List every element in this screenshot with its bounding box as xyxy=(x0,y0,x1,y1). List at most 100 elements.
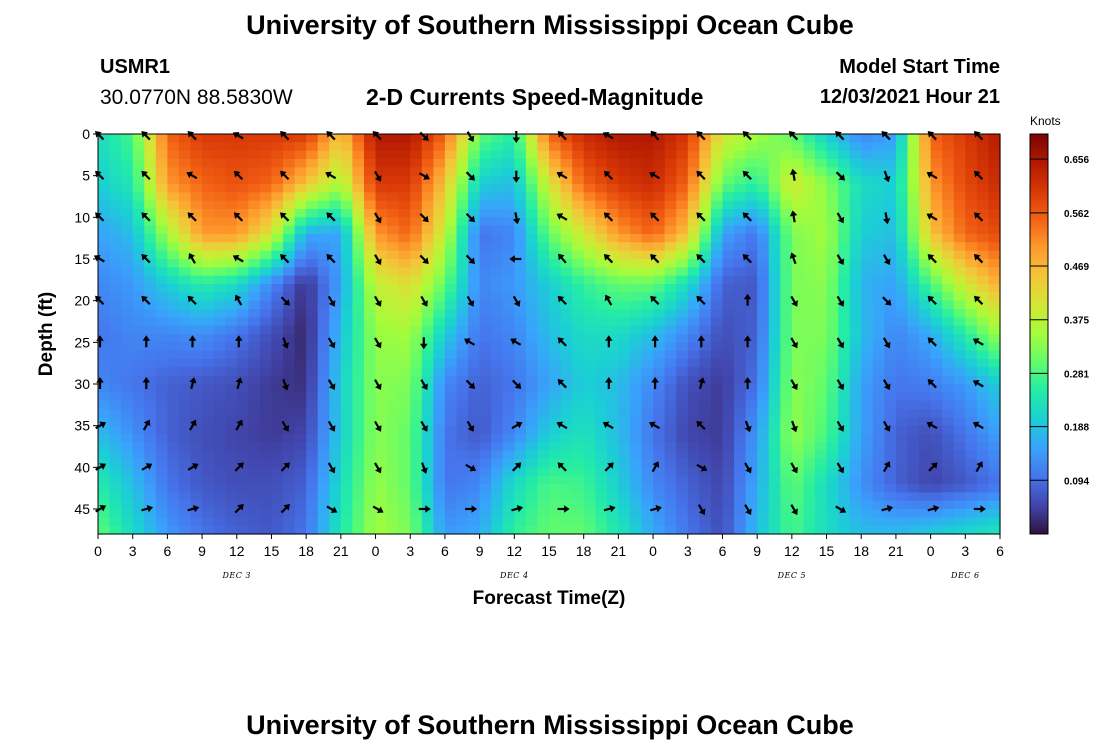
heatmap-cell xyxy=(641,359,654,368)
heatmap-cell xyxy=(283,217,296,227)
current-arrow xyxy=(650,295,660,306)
heatmap-cell xyxy=(768,367,781,377)
heatmap-cell xyxy=(109,500,122,510)
heatmap-cell xyxy=(456,409,469,418)
heatmap-cell xyxy=(363,434,377,443)
heatmap-cell xyxy=(791,517,805,527)
heatmap-cell xyxy=(421,517,434,527)
heatmap-cell xyxy=(479,392,492,402)
current-arrow xyxy=(327,379,336,391)
heatmap-cell xyxy=(387,425,400,435)
heatmap-cell xyxy=(757,334,770,343)
heatmap-cell xyxy=(491,409,504,418)
heatmap-cell xyxy=(155,200,168,210)
heatmap-cell xyxy=(930,284,943,293)
current-arrow xyxy=(604,462,614,472)
heatmap-cell xyxy=(976,192,990,202)
heatmap-cell xyxy=(687,442,700,452)
heatmap-cell xyxy=(271,417,284,427)
heatmap-cell xyxy=(491,175,504,185)
current-arrow xyxy=(926,421,938,430)
heatmap-cell xyxy=(132,442,145,452)
heatmap-cell xyxy=(444,217,458,227)
heatmap-cell xyxy=(849,359,862,368)
heatmap-cell xyxy=(502,192,515,202)
heatmap-cell xyxy=(942,467,955,477)
heatmap-cell xyxy=(572,175,585,185)
heatmap-cell xyxy=(491,142,504,152)
heatmap-cell xyxy=(132,209,145,218)
heatmap-cell xyxy=(248,217,261,227)
heatmap-cell xyxy=(814,309,828,318)
heatmap-cell xyxy=(791,334,805,343)
heatmap-cell xyxy=(687,150,700,160)
heatmap-cell xyxy=(236,359,249,368)
heatmap-cell xyxy=(595,317,608,327)
heatmap-cell xyxy=(387,267,400,277)
heatmap-cell xyxy=(283,242,296,252)
heatmap-cell xyxy=(976,167,990,177)
heatmap-cell xyxy=(919,359,932,368)
heatmap-cell xyxy=(178,500,192,510)
heatmap-cell xyxy=(271,450,284,460)
heatmap-cell xyxy=(953,167,966,177)
heatmap-cell xyxy=(629,409,643,418)
heatmap-cell xyxy=(190,525,203,535)
heatmap-cell xyxy=(895,234,909,243)
heatmap-cell xyxy=(629,284,643,293)
heatmap-cell xyxy=(976,492,990,502)
heatmap-cell xyxy=(768,159,781,168)
heatmap-cell xyxy=(363,342,377,352)
heatmap-cell xyxy=(919,200,932,210)
heatmap-cell xyxy=(710,425,724,435)
heatmap-cell xyxy=(884,417,897,427)
heatmap-cell xyxy=(572,334,585,343)
heatmap-cell xyxy=(849,434,862,443)
heatmap-cell xyxy=(699,159,712,168)
heatmap-cell xyxy=(699,425,712,435)
heatmap-cell xyxy=(387,159,400,168)
heatmap-cell xyxy=(178,225,192,235)
heatmap-cell xyxy=(202,134,215,143)
heatmap-cell xyxy=(791,200,805,210)
heatmap-cell xyxy=(329,175,342,185)
heatmap-cell xyxy=(259,442,273,452)
heatmap-cell xyxy=(710,234,724,243)
heatmap-cell xyxy=(259,292,273,302)
heatmap-cell xyxy=(363,409,377,418)
heatmap-cell xyxy=(919,500,932,510)
heatmap-cell xyxy=(641,434,654,443)
heatmap-cell xyxy=(838,392,851,402)
heatmap-cell xyxy=(606,434,619,443)
heatmap-cell xyxy=(699,434,712,443)
heatmap-cell xyxy=(930,300,943,310)
heatmap-cell xyxy=(306,234,319,243)
heatmap-cell xyxy=(710,367,724,377)
heatmap-cell xyxy=(572,209,585,218)
heatmap-cell xyxy=(155,509,168,518)
heatmap-cell xyxy=(560,500,573,510)
heatmap-cell xyxy=(930,359,943,368)
heatmap-cell xyxy=(676,200,689,210)
x-axis-label: Forecast Time(Z) xyxy=(473,588,626,609)
heatmap-cell xyxy=(121,342,134,352)
heatmap-cell xyxy=(942,242,955,252)
heatmap-cell xyxy=(144,325,157,335)
heatmap-cell xyxy=(248,509,261,518)
heatmap-cell xyxy=(537,434,550,443)
x-tick-label: 9 xyxy=(198,543,206,559)
heatmap-cell xyxy=(710,284,724,293)
heatmap-cell xyxy=(676,425,689,435)
heatmap-cell xyxy=(248,317,261,327)
heatmap-cell xyxy=(294,242,307,252)
heatmap-cell xyxy=(976,517,990,527)
heatmap-cell xyxy=(814,475,828,485)
heatmap-cell xyxy=(953,259,966,268)
heatmap-cell xyxy=(965,209,978,218)
heatmap-cell xyxy=(121,275,134,285)
current-arrow xyxy=(327,295,336,307)
heatmap-cell xyxy=(930,367,943,377)
heatmap-cell xyxy=(433,425,446,435)
heatmap-cell xyxy=(549,200,562,210)
heatmap-cell xyxy=(722,284,735,293)
